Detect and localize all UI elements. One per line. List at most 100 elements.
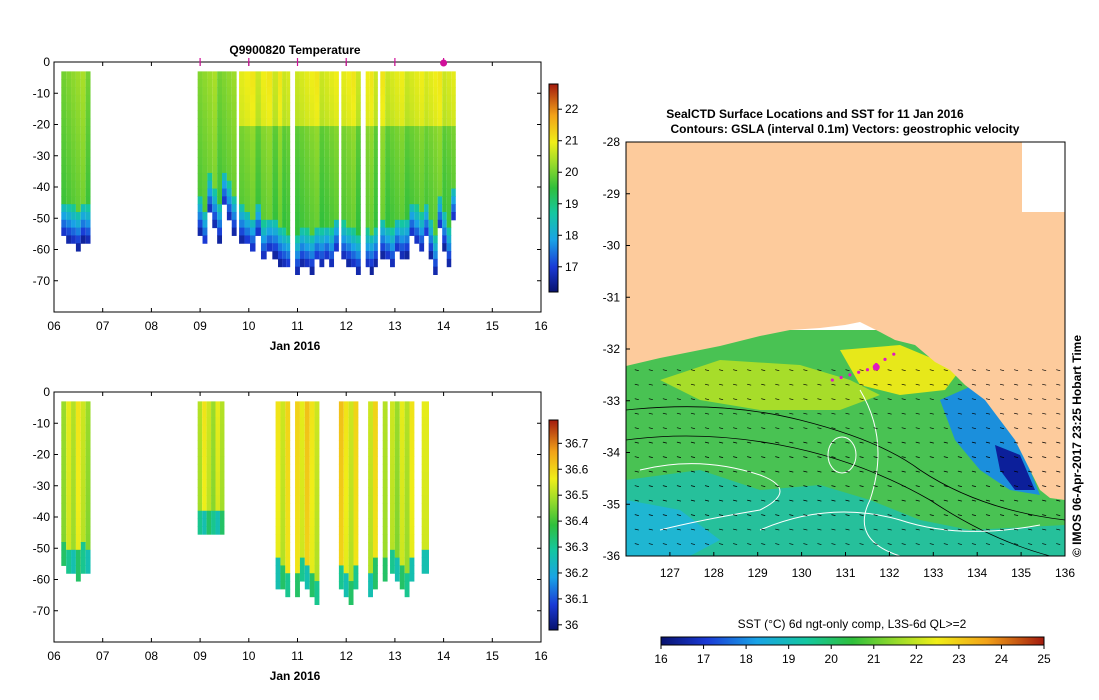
section-cell (61, 557, 67, 566)
section-cell (295, 417, 300, 426)
velocity-vector (985, 456, 991, 458)
velocity-vector (662, 383, 667, 386)
section-cell (442, 165, 447, 174)
section-cell (299, 79, 305, 88)
section-cell (80, 118, 86, 127)
section-cell (217, 235, 223, 244)
section-cell (309, 79, 315, 88)
section-cell (343, 424, 349, 434)
velocity-vector (803, 543, 808, 545)
section-cell (446, 126, 452, 135)
section-cell (304, 149, 310, 158)
section-cell (394, 573, 400, 582)
section-cell (351, 258, 356, 268)
section-cell (399, 526, 405, 535)
velocity-vector (789, 470, 794, 473)
velocity-vector (957, 514, 962, 516)
section-cell (390, 118, 395, 127)
section-cell (442, 87, 447, 96)
section-cell (71, 479, 76, 488)
section-cell (380, 235, 386, 244)
section-cell (382, 448, 388, 457)
section-cell (421, 534, 429, 543)
velocity-vector (915, 514, 920, 516)
section-cell (304, 581, 310, 590)
section-cell (346, 251, 352, 260)
velocity-vector (901, 543, 906, 545)
section-cell (250, 118, 256, 127)
section-cell (278, 165, 283, 174)
section-cell (351, 149, 356, 158)
velocity-vector (676, 470, 682, 473)
velocity-vector (718, 383, 724, 386)
section-cell (334, 87, 339, 96)
section-cell (299, 118, 305, 127)
section-cell (309, 479, 315, 488)
section-cell (394, 87, 400, 96)
section-cell (442, 110, 447, 119)
section-cell (66, 71, 72, 80)
section-cell (394, 94, 400, 104)
section-cell (207, 71, 213, 80)
velocity-vector (1042, 514, 1047, 516)
section-cell (197, 133, 203, 143)
section-cell (202, 149, 208, 158)
section-cell (346, 235, 352, 244)
velocity-vector (704, 456, 710, 458)
section-cell (409, 94, 415, 104)
section-cell (409, 219, 415, 229)
section-cell (71, 71, 76, 80)
section-cell (231, 94, 237, 104)
section-cell (385, 172, 391, 182)
section-cell (278, 188, 283, 197)
section-cell (324, 87, 330, 96)
section-cell (260, 172, 267, 182)
velocity-vector (887, 514, 892, 516)
velocity-vector (775, 528, 780, 531)
section-cell (202, 157, 208, 166)
velocity-vector (789, 456, 794, 458)
section-cell (197, 448, 203, 457)
section-cell (61, 71, 67, 80)
section-cell (353, 479, 359, 488)
velocity-vector (873, 412, 878, 415)
velocity-vector (999, 383, 1005, 386)
section-cell (80, 518, 86, 527)
colorbar-tick-label: 19 (565, 197, 579, 211)
section-cell (314, 502, 320, 512)
section-cell (409, 510, 415, 520)
section-cell (372, 581, 378, 590)
velocity-vector (1056, 470, 1061, 473)
section-cell (280, 565, 286, 574)
velocity-vector (929, 543, 934, 545)
section-cell (390, 495, 395, 504)
section-cell (231, 212, 237, 221)
section-cell (272, 180, 279, 190)
section-cell (446, 149, 452, 158)
velocity-vector (1013, 499, 1019, 502)
velocity-vector (985, 398, 991, 401)
section-cell (197, 487, 203, 496)
section-cell (409, 456, 415, 465)
section-cell (85, 126, 91, 135)
section-cell (324, 180, 330, 190)
section-cell (373, 219, 378, 229)
section-cell (202, 456, 207, 465)
section-cell (399, 456, 405, 465)
velocity-vector (690, 383, 696, 386)
section-cell (446, 87, 452, 96)
section-cell (231, 227, 237, 236)
section-cell (85, 424, 91, 434)
section-cell (343, 448, 349, 457)
section-cell (295, 456, 300, 465)
velocity-vector (901, 470, 906, 473)
section-cell (197, 471, 203, 480)
section-cell (346, 71, 352, 80)
section-cell (394, 71, 400, 80)
section-cell (368, 502, 373, 512)
section-cell (346, 180, 352, 190)
section-cell (244, 94, 251, 104)
section-cell (399, 188, 405, 197)
section-cell (61, 518, 67, 527)
section-cell (314, 87, 320, 96)
